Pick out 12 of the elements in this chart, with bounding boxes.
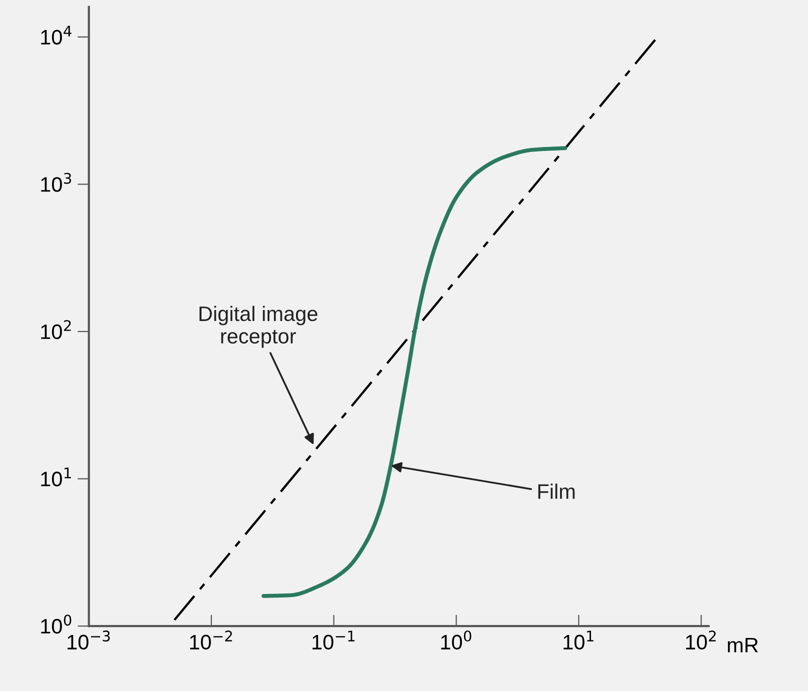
x-tick-label: 10$^{0}$ bbox=[441, 630, 472, 650]
y-tick-label: 10$^{2}$ bbox=[41, 320, 71, 340]
y-tick-label: 10$^{4}$ bbox=[41, 26, 72, 45]
annotation: Film bbox=[538, 484, 575, 499]
annotation: Digital image receptor bbox=[200, 306, 318, 348]
x-tick-label: 10$^{−2}$ bbox=[190, 630, 232, 650]
x-tick-label: 10$^{2}$ bbox=[686, 630, 716, 650]
x-tick-label: 10$^{−1}$ bbox=[312, 630, 355, 650]
x-tick-label: 10$^{1}$ bbox=[564, 630, 594, 650]
y-tick-label: 10$^{3}$ bbox=[41, 172, 72, 192]
y-tick-label: 10$^{1}$ bbox=[41, 468, 71, 486]
x-axis-title: mR bbox=[728, 638, 758, 652]
